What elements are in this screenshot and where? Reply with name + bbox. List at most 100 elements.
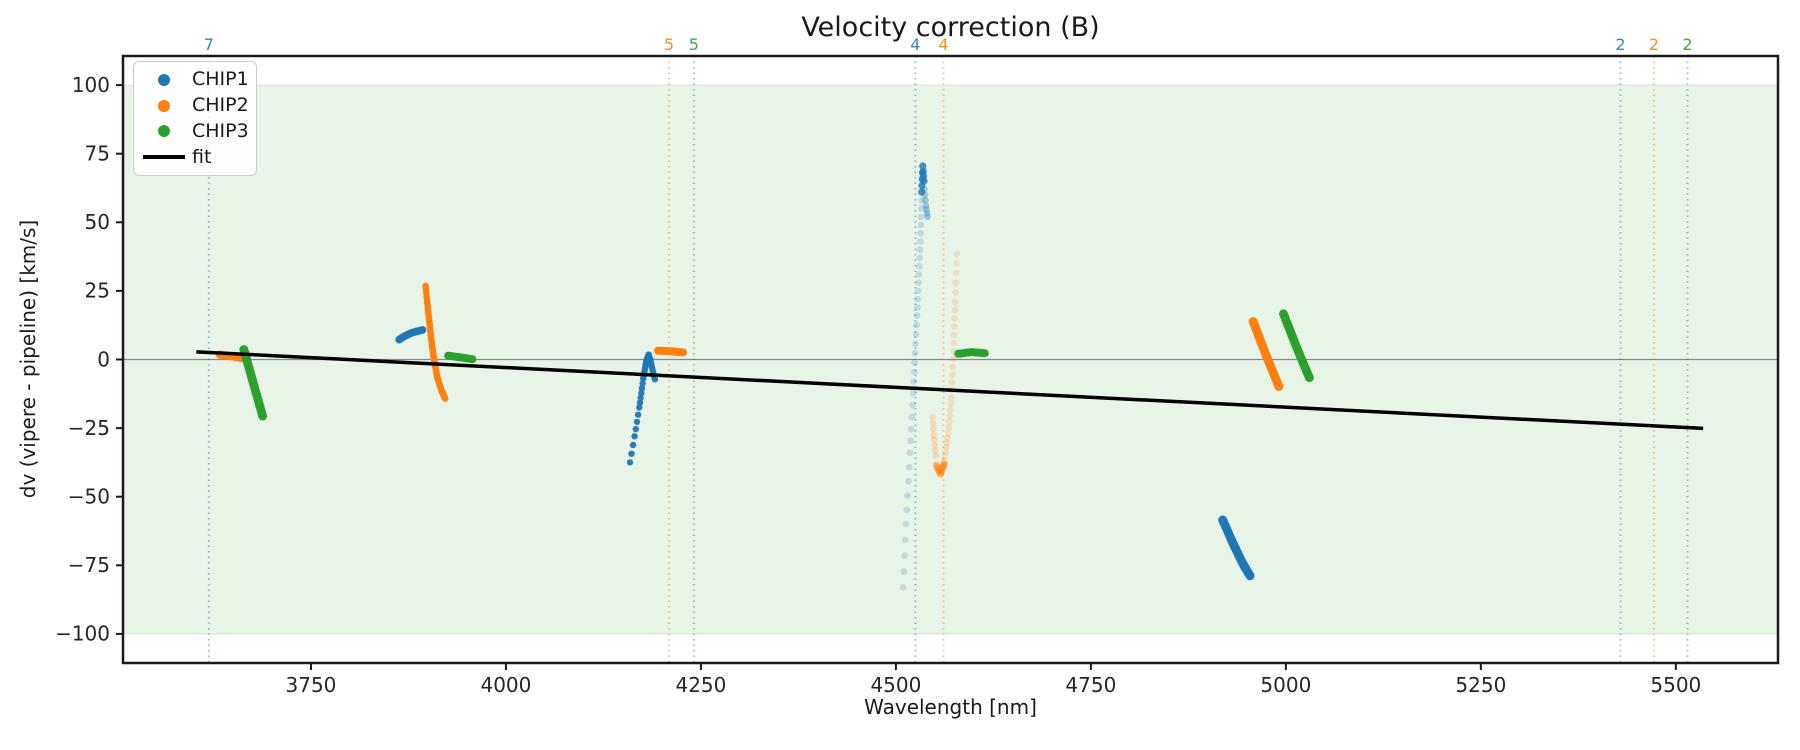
data-point-chip1: [918, 196, 925, 204]
data-point-chip1: [920, 177, 928, 185]
x-tick-label: 4750: [1065, 673, 1116, 697]
data-point-chip2: [947, 394, 955, 402]
data-point-chip1: [633, 418, 641, 426]
data-point-chip1: [921, 191, 929, 199]
legend-item-chip2: CHIP2: [143, 94, 249, 117]
guide-vline-label: 2: [1682, 35, 1692, 54]
data-point-chip1: [909, 401, 916, 409]
data-point-chip1: [907, 437, 914, 445]
data-point-chip2: [945, 424, 953, 431]
x-tick-label: 4000: [480, 673, 531, 697]
data-point-chip1: [922, 196, 929, 204]
data-point-chip1: [908, 413, 916, 421]
data-point-chip2: [952, 279, 960, 287]
data-point-chip1: [636, 399, 644, 406]
data-point-chip1: [917, 213, 925, 221]
data-point-chip1: [634, 411, 642, 418]
guide-vline-label: 5: [664, 35, 674, 54]
data-point-chip2: [944, 434, 951, 442]
data-point-chip1: [631, 433, 638, 440]
data-point-chip2: [941, 453, 949, 460]
guide-vline-label: 4: [910, 35, 920, 54]
guide-vline-label: 7: [204, 35, 214, 54]
data-point-chip2: [952, 288, 959, 296]
data-point-chip3: [980, 349, 989, 358]
data-point-chip1: [917, 229, 924, 237]
data-point-chip1: [628, 450, 635, 457]
data-point-chip1: [902, 520, 910, 528]
data-point-chip1: [629, 441, 637, 449]
legend: CHIP1 CHIP2 CHIP3 fit: [133, 61, 257, 176]
data-point-chip2: [930, 436, 938, 444]
data-point-chip1: [911, 349, 919, 357]
data-point-chip1: [912, 340, 919, 348]
data-point-chip2: [929, 425, 937, 433]
data-point-chip2: [930, 431, 938, 439]
data-point-chip2: [945, 418, 953, 426]
data-point-chip1: [909, 389, 917, 397]
data-point-chip1: [923, 206, 930, 213]
data-point-chip2: [951, 306, 959, 314]
legend-marker-chip2-dot-icon: [143, 99, 185, 112]
data-point-chip1: [924, 213, 931, 221]
data-point-chip1: [638, 389, 645, 397]
fit-line: [196, 350, 1704, 431]
y-tick-label: −25: [68, 416, 110, 440]
data-point-chip1: [901, 552, 908, 560]
data-point-chip1: [916, 246, 924, 254]
data-point-chip2: [931, 441, 939, 449]
x-tick-label: 5000: [1260, 673, 1311, 697]
data-point-chip1: [910, 368, 918, 376]
data-point-chip1: [907, 425, 915, 433]
legend-label: CHIP2: [192, 94, 249, 117]
data-point-chip2: [932, 452, 940, 459]
data-point-chip2: [952, 269, 960, 277]
data-point-chip1: [903, 506, 911, 514]
y-tick-label: 50: [85, 210, 110, 234]
data-point-chip1: [636, 404, 643, 411]
data-point-chip1: [1245, 571, 1255, 581]
data-point-chip1: [910, 378, 918, 385]
legend-marker-chip3-dot-icon: [143, 125, 185, 138]
data-point-chip1: [901, 536, 909, 544]
data-point-chip2: [951, 323, 958, 330]
legend-label: CHIP3: [192, 119, 249, 142]
data-point-chip1: [638, 385, 646, 392]
legend-marker-chip1-dot-icon: [143, 73, 185, 86]
data-point-chip1: [904, 492, 911, 499]
y-tick-label: −75: [68, 553, 110, 577]
data-point-chip1: [915, 271, 923, 278]
x-tick-label: 4500: [870, 673, 921, 697]
data-point-chip1: [911, 359, 919, 366]
data-point-chip1: [918, 188, 926, 196]
data-point-chip2: [951, 298, 959, 306]
data-point-chip1: [418, 326, 427, 334]
data-point-chip1: [912, 331, 920, 338]
data-point-chip2: [946, 406, 954, 414]
data-point-chip2: [942, 448, 949, 456]
legend-label: CHIP1: [192, 68, 249, 91]
legend-marker-fit-line-icon: [143, 155, 185, 159]
x-tick-label: 5250: [1455, 673, 1506, 697]
data-point-chip2: [1274, 381, 1284, 391]
data-point-chip1: [916, 254, 924, 262]
data-point-chip2: [679, 348, 687, 357]
data-point-chip1: [923, 209, 931, 217]
y-tick-label: 25: [85, 279, 110, 303]
y-tick-label: 0: [97, 347, 110, 371]
data-point-chip2: [949, 355, 957, 363]
guide-vline-label: 5: [689, 35, 699, 54]
y-tick-label: 75: [85, 141, 110, 165]
x-tick-label: 3750: [286, 673, 337, 697]
data-point-chip1: [626, 459, 634, 466]
data-point-chip1: [900, 568, 908, 575]
guide-vline-label: 2: [1649, 35, 1659, 54]
guide-vline-label: 4: [938, 35, 948, 54]
data-point-chip1: [632, 425, 639, 433]
data-point-chip1: [651, 376, 659, 383]
data-point-chip2: [932, 461, 941, 469]
data-point-chip2: [946, 412, 954, 420]
data-point-chip2: [931, 447, 939, 454]
